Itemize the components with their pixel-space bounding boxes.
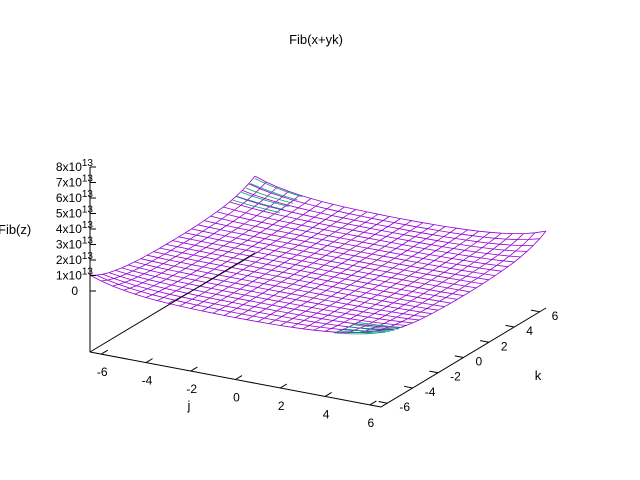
x-tick (235, 375, 243, 380)
mesh-line-y (134, 194, 301, 295)
y-tick-label: -6 (399, 400, 410, 414)
mesh-line-y (90, 175, 256, 276)
x-tick (190, 366, 198, 372)
y-axis-label: k (535, 368, 542, 383)
z-tick-label: 7x1013 (56, 174, 94, 190)
y-tick-label: -4 (425, 385, 436, 399)
mesh-underside-line (351, 324, 399, 330)
mesh-line-y (291, 227, 457, 328)
x-tick-label: -6 (97, 365, 108, 379)
mesh-line-y (358, 233, 524, 333)
mesh-underside-line (232, 199, 280, 213)
x-tick-label: 0 (233, 391, 240, 405)
mesh-line-y (313, 230, 480, 331)
mesh-line-y (369, 232, 536, 333)
mesh-line-y (235, 218, 401, 318)
x-tick (324, 392, 332, 397)
x-tick (280, 383, 288, 389)
z-tick-label: 1x1013 (56, 267, 94, 283)
mesh-line-y (123, 190, 289, 291)
mesh-underside-line (245, 187, 294, 204)
y-tick (429, 370, 439, 374)
z-tick-label: 0 (71, 284, 78, 298)
y-tick-label: -2 (450, 370, 461, 384)
z-tick-group: 01x10132x10133x10134x10135x10136x10137x1… (56, 158, 96, 298)
mesh-underside-line (241, 192, 289, 207)
x-tick-label: -4 (142, 374, 153, 388)
x-tick-label: 6 (367, 416, 374, 430)
mesh-underside-line (250, 183, 298, 201)
z-tick-label: 2x1013 (56, 251, 94, 267)
mesh-underside-line (356, 321, 404, 328)
y-tick-label: 6 (552, 309, 559, 323)
mesh-line-y (280, 226, 446, 326)
x-tick-label: -2 (186, 382, 197, 396)
x-tick-label: 4 (323, 407, 330, 421)
mesh-line-y (101, 181, 267, 282)
mesh-line-y (157, 201, 323, 301)
z-tick-label: 4x1013 (56, 220, 94, 236)
chart-title: Fib(x+yk) (289, 32, 343, 47)
mesh-line-y (257, 222, 424, 323)
mesh-line-y (324, 231, 491, 332)
z-tick-label: 5x1013 (56, 205, 94, 221)
x-axis-label: j (187, 398, 191, 413)
mesh-underside-line (333, 332, 382, 335)
x-tick-label: 2 (278, 399, 285, 413)
mesh-line-x (235, 196, 528, 252)
z-tick-label: 6x1013 (56, 189, 94, 205)
y-tick-group: -6 -4 -2 0 2 4 6 (378, 309, 559, 414)
y-tick (480, 340, 489, 343)
mesh-line-y (302, 229, 468, 330)
mesh-line-x (216, 211, 508, 268)
mesh-line-y (347, 233, 513, 333)
mesh-line-x (121, 267, 413, 324)
surface-mesh (89, 175, 547, 335)
z-axis-label: Fib(z) (0, 222, 31, 237)
z-tick-label: 3x1013 (56, 236, 94, 252)
y-tick (530, 309, 540, 313)
mesh-line-x (127, 264, 420, 321)
mesh-line-y (336, 232, 502, 333)
mesh-underside-line (342, 328, 390, 333)
mesh-line-y (268, 224, 435, 324)
x-tick-group: -6 -4 -2 0 2 4 6 (97, 349, 377, 430)
back-x-axis (89, 252, 256, 353)
mesh-underside-line (338, 330, 386, 334)
x-tick (145, 358, 153, 364)
y-tick-label: 4 (526, 324, 533, 338)
mesh-line-y (246, 220, 412, 321)
x-tick (100, 349, 109, 355)
z-tick-label: 8x1013 (56, 158, 94, 174)
y-tick (505, 324, 515, 328)
mesh-line-y (179, 206, 345, 307)
y-tick (378, 401, 388, 404)
mesh-line-y (212, 213, 379, 314)
mesh-line-y (145, 198, 312, 298)
y-tick-label: 0 (476, 355, 483, 369)
mesh-line-y (224, 216, 390, 316)
mesh-line-y (190, 209, 356, 309)
mesh-line-x (242, 190, 534, 246)
y-tick (403, 385, 413, 389)
mesh-underside-line (254, 178, 303, 197)
y-tick-label: 2 (501, 339, 508, 353)
mesh-line-y (381, 230, 547, 331)
mesh-line-x (134, 261, 426, 318)
y-tick (454, 355, 464, 358)
mesh-underside-line (347, 326, 395, 331)
mesh-underside-line (237, 196, 285, 210)
mesh-line-y (201, 211, 368, 312)
mesh-line-y (112, 186, 278, 287)
x-tick (369, 400, 377, 406)
